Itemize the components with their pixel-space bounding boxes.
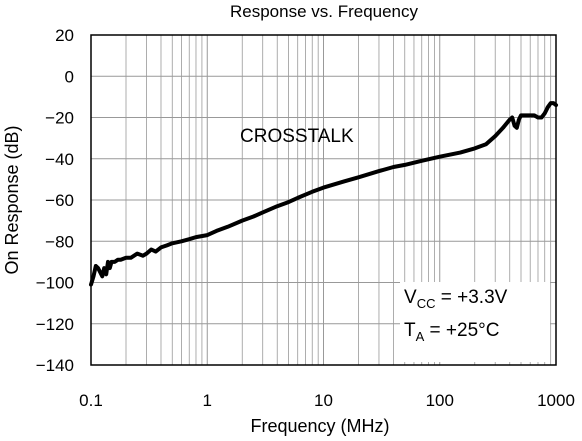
- x-tick-label: 1000: [537, 391, 575, 410]
- conditions-box-bg: [400, 282, 550, 362]
- plot-frame: [90, 34, 557, 366]
- chart-title: Response vs. Frequency: [230, 2, 419, 21]
- x-tick-label: 100: [426, 391, 454, 410]
- y-tick-label: −120: [36, 315, 74, 334]
- x-tick-label: 10: [314, 391, 333, 410]
- curve-label: CROSSTALK: [240, 126, 354, 147]
- vcc-main: V: [404, 287, 417, 308]
- y-tick-label: −40: [45, 150, 74, 169]
- x-tick-label: 1: [203, 391, 212, 410]
- y-tick-label: −140: [36, 356, 74, 375]
- y-tick-label: −60: [45, 191, 74, 210]
- vcc-value: = +3.3V: [435, 287, 507, 308]
- ta-condition: TA = +25°C: [404, 320, 499, 344]
- ta-value: = +25°C: [424, 320, 499, 341]
- y-tick-label: 0: [65, 67, 74, 86]
- ta-main: T: [404, 320, 416, 341]
- y-tick-label: −20: [45, 109, 74, 128]
- series-line-crosstalk: [89, 101, 558, 287]
- vcc-condition: VCC = +3.3V: [404, 287, 508, 311]
- x-axis-label: Frequency (MHz): [250, 416, 389, 436]
- x-tick-labels: 0.1 1 10 100 1000: [79, 391, 575, 410]
- vcc-subscript: CC: [417, 296, 436, 311]
- x-tick-label: 0.1: [79, 391, 103, 410]
- y-axis-label: On Response (dB): [2, 125, 22, 274]
- y-tick-label: 20: [55, 26, 74, 45]
- y-tick-label: −100: [36, 274, 74, 293]
- ta-subscript: A: [416, 329, 425, 344]
- y-tick-labels: 20 0 −20 −40 −60 −80 −100 −120 −140: [36, 26, 74, 375]
- y-tick-label: −80: [45, 232, 74, 251]
